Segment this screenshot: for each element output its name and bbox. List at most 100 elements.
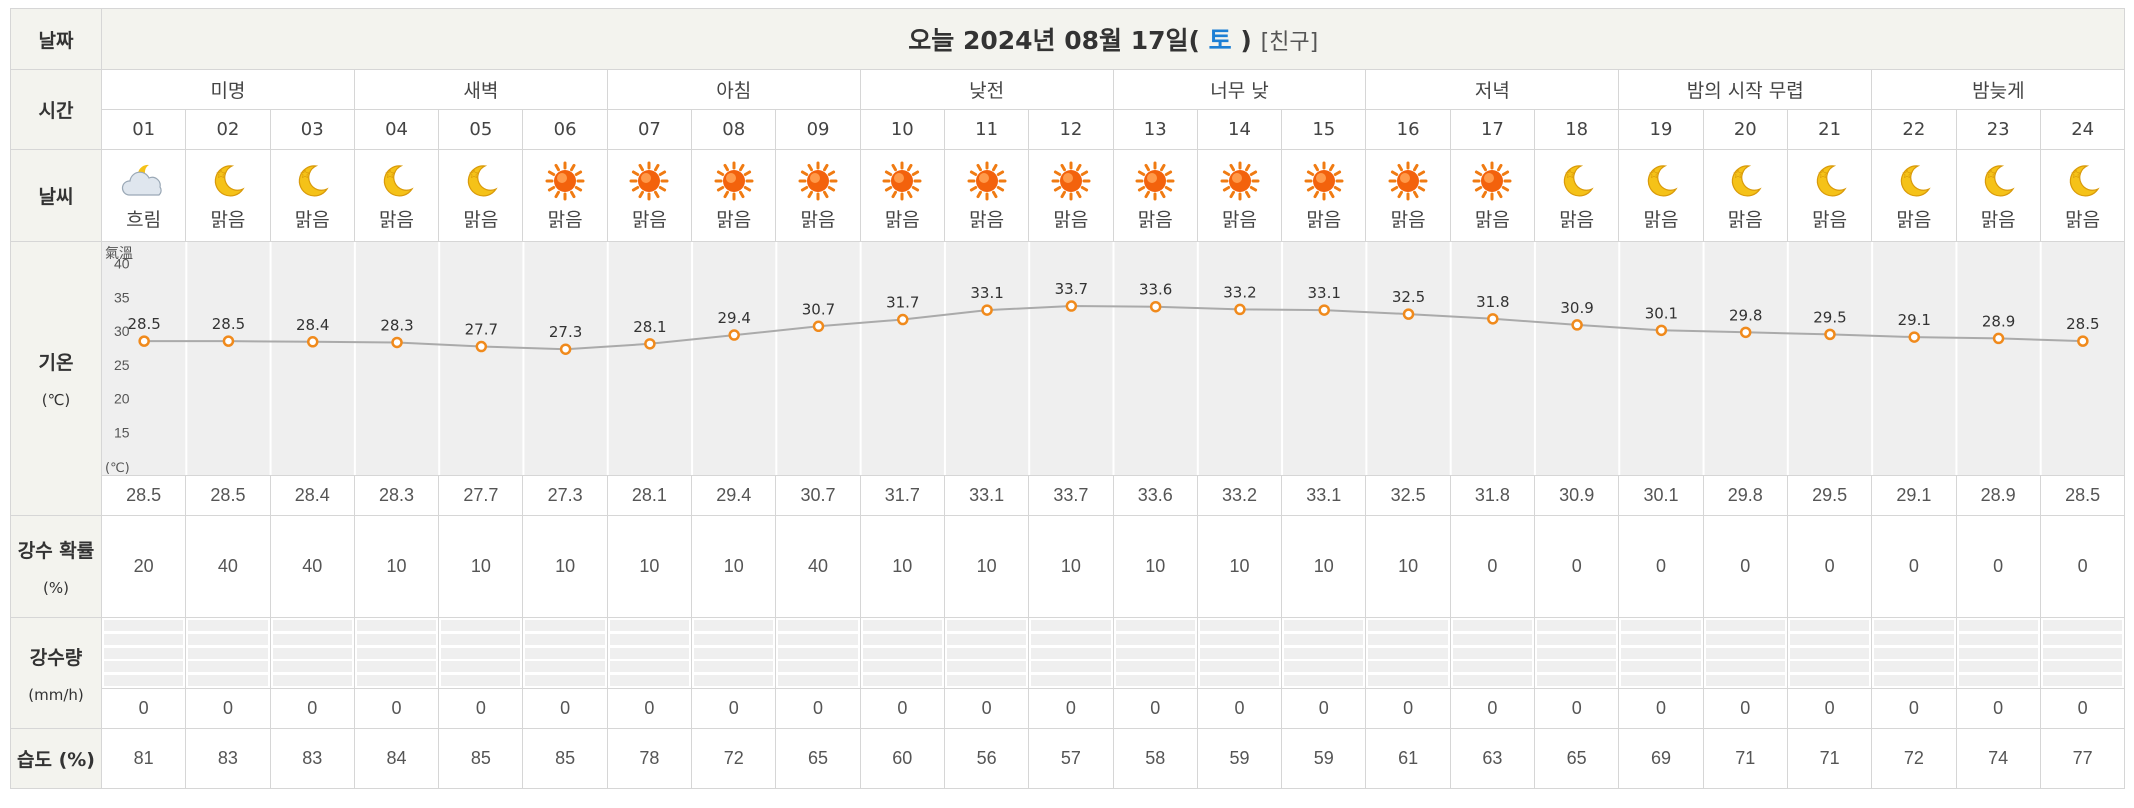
precip-bar-slot	[1284, 647, 1364, 659]
temperature-value: 28.4	[269, 475, 355, 516]
weather-condition: 맑음	[547, 209, 583, 231]
precip-prob-value: 40	[775, 515, 861, 618]
temperature-data-label: 29.4	[717, 309, 750, 327]
precip-bar-slot	[609, 633, 690, 645]
precip-bar-stack	[946, 620, 1027, 686]
precip-bar-cell	[775, 617, 861, 689]
precip-bar-slot	[1031, 620, 1111, 631]
temperature-point	[1234, 303, 1246, 316]
y-tick-label: 40	[114, 256, 130, 272]
precip-bar-slot	[1199, 620, 1280, 631]
temperature-point	[1318, 304, 1330, 316]
moon-icon	[1957, 161, 2039, 201]
weather-cell: 맑음	[1618, 149, 1704, 242]
temperature-value: 28.9	[1955, 475, 2041, 516]
sun-icon	[1367, 161, 1449, 201]
precip-bar-slot	[1958, 620, 2038, 631]
precip-bar-slot	[1874, 633, 1954, 645]
period-header: 너무 낮	[1112, 69, 1367, 110]
precip-bar-slot	[946, 647, 1027, 659]
precip-bar-stack	[1705, 620, 1785, 686]
hour-cell: 15	[1281, 109, 1367, 150]
precip-bar-slot	[104, 620, 184, 631]
temperature-point	[2077, 335, 2089, 347]
precip-bar-slot	[862, 675, 942, 686]
weather-condition: 맑음	[1559, 209, 1595, 231]
precip-amount-value: 0	[2039, 688, 2126, 729]
precip-bar-stack	[1874, 620, 1954, 686]
temperature-value: 28.5	[100, 475, 187, 516]
moon-icon	[1536, 161, 1618, 201]
precip-bar-slot	[609, 620, 690, 631]
temperature-data-label: 30.9	[1560, 299, 1593, 317]
day-of-week: 토	[1208, 26, 1232, 55]
weather-cell: 맑음	[1871, 149, 1957, 242]
moon-icon	[1873, 161, 1955, 201]
period-header: 새벽	[353, 69, 608, 110]
weather-cell: 맑음	[1281, 149, 1367, 242]
precip-bar-slot	[441, 661, 521, 673]
precip-amount-value: 0	[1449, 688, 1536, 729]
precip-bar-slot	[1199, 675, 1280, 686]
precip-bar-slot	[1874, 661, 1954, 673]
time-label: 시간	[10, 69, 102, 150]
precip-bar-slot	[1199, 633, 1280, 645]
weather-condition: 맑음	[969, 209, 1005, 231]
humidity-value: 58	[1112, 728, 1198, 789]
hour-cell: 12	[1028, 109, 1114, 150]
precip-bar-slot	[778, 620, 858, 631]
temperature-value: 29.8	[1702, 475, 1788, 516]
precip-bar-slot	[1115, 633, 1195, 645]
hour-cell: 08	[691, 109, 777, 150]
weather-cell: 맑음	[438, 149, 524, 242]
precip-bar-cell	[2039, 617, 2126, 689]
precip-prob-value: 0	[2039, 515, 2126, 618]
precip-bar-stack	[1284, 620, 1364, 686]
precip-bar-slot	[946, 675, 1027, 686]
precip-bar-slot	[1452, 661, 1533, 673]
temperature-data-label: 29.8	[1729, 306, 1762, 324]
precip-bar-stack	[525, 620, 605, 686]
precip-amount-value: 0	[1112, 688, 1198, 729]
weather-cell: 맑음	[691, 149, 777, 242]
weather-condition: 맑음	[2065, 209, 2101, 231]
precip-prob-value: 40	[185, 515, 271, 618]
date-header: 오늘 2024년 08월 17일( 토 ) [친구]	[100, 8, 2126, 70]
temperature-data-label: 28.4	[296, 316, 329, 334]
y-tick-label: 35	[114, 289, 130, 305]
precip-amount-value: 0	[1618, 688, 1704, 729]
temperature-point	[812, 320, 825, 333]
precip-prob-value: 10	[1112, 515, 1198, 618]
precip-bar-slot	[1621, 675, 1701, 686]
weather-condition: 맑음	[1137, 209, 1173, 231]
precip-bar-slot	[525, 647, 605, 659]
precip-bar-slot	[1115, 620, 1195, 631]
precip-bar-slot	[694, 647, 774, 659]
temperature-value: 28.3	[353, 475, 440, 516]
temperature-data-label: 30.7	[802, 300, 835, 318]
precip-bar-slot	[1958, 633, 2038, 645]
precip-bar-cell	[522, 617, 608, 689]
precip-prob-value: 40	[269, 515, 355, 618]
temperature-point	[1908, 331, 1921, 343]
weather-condition: 맑음	[1306, 209, 1342, 231]
friend-link[interactable]: [친구]	[1260, 30, 1319, 55]
hour-cell: 17	[1449, 109, 1536, 150]
cloudy-moon-icon	[103, 161, 185, 201]
humidity-value: 59	[1281, 728, 1367, 789]
temperature-value: 27.3	[522, 475, 608, 516]
weather-cell: 맑음	[1112, 149, 1198, 242]
hour-cell: 01	[100, 109, 187, 150]
sun-icon	[861, 161, 943, 201]
precip-prob-value: 10	[1365, 515, 1451, 618]
hour-cell: 06	[522, 109, 608, 150]
weather-condition: 맑음	[379, 209, 415, 231]
weather-cell: 맑음	[522, 149, 608, 242]
temperature-data-label: 28.9	[1982, 312, 2015, 330]
hour-cell: 22	[1871, 109, 1957, 150]
precip-prob-value: 0	[1955, 515, 2041, 618]
precip-bar-slot	[1284, 633, 1364, 645]
weather-condition: 맑음	[1474, 209, 1510, 231]
sun-icon	[693, 161, 775, 201]
precip-bar-slot	[1789, 633, 1870, 645]
